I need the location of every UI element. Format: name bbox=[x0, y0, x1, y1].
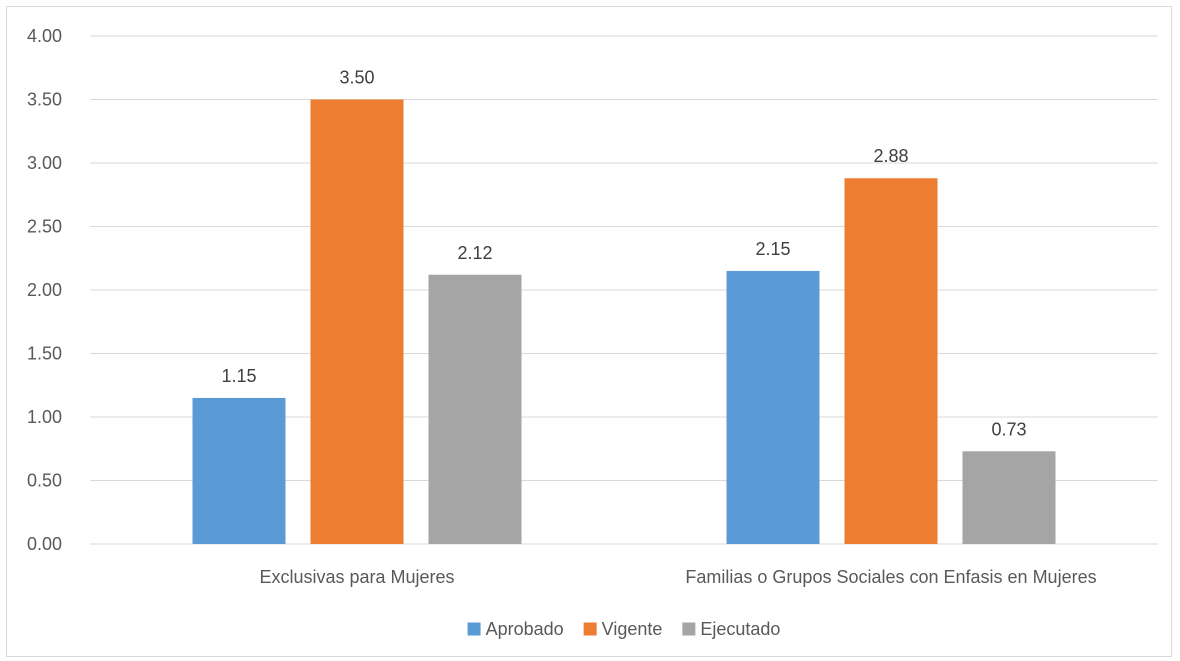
y-axis-ticks: 0.00 0.50 1.00 1.50 2.00 2.50 3.00 3.50 4.00 bbox=[27, 26, 62, 554]
y-tick-label-3: 1.50 bbox=[27, 344, 62, 364]
y-tick-label-7: 3.50 bbox=[27, 90, 62, 110]
bar-vigente-0 bbox=[310, 99, 404, 544]
data-label-aprobado-0: 1.15 bbox=[221, 366, 256, 386]
y-tick-label-8: 4.00 bbox=[27, 26, 62, 46]
category-label-1: Familias o Grupos Sociales con Enfasis e… bbox=[685, 567, 1096, 587]
y-tick-label-1: 0.50 bbox=[27, 471, 62, 491]
data-label-aprobado-1: 2.15 bbox=[755, 239, 790, 259]
y-tick-label-6: 3.00 bbox=[27, 153, 62, 173]
legend-label-ejecutado: Ejecutado bbox=[700, 619, 780, 639]
bar-vigente-1 bbox=[844, 178, 938, 545]
data-labels: 1.15 3.50 2.12 2.15 2.88 0.73 bbox=[221, 68, 1026, 440]
chart-frame bbox=[6, 6, 1172, 657]
y-tick-label-2: 1.00 bbox=[27, 407, 62, 427]
category-label-0: Exclusivas para Mujeres bbox=[259, 567, 454, 587]
y-tick-label-4: 2.00 bbox=[27, 280, 62, 300]
bar-aprobado-1 bbox=[726, 270, 820, 544]
legend-swatch-aprobado bbox=[467, 622, 481, 636]
data-label-vigente-1: 2.88 bbox=[873, 146, 908, 166]
x-axis-categories: Exclusivas para Mujeres Familias o Grupos… bbox=[259, 567, 1096, 587]
data-label-ejecutado-1: 0.73 bbox=[991, 419, 1026, 439]
y-tick-label-5: 2.50 bbox=[27, 217, 62, 237]
data-label-ejecutado-0: 2.12 bbox=[457, 243, 492, 263]
legend-label-aprobado: Aprobado bbox=[486, 619, 564, 639]
legend-label-vigente: Vigente bbox=[602, 619, 663, 639]
data-label-vigente-0: 3.50 bbox=[339, 68, 374, 88]
legend-swatch-vigente bbox=[583, 622, 597, 636]
legend-swatch-ejecutado bbox=[682, 622, 696, 636]
y-tick-label-0: 0.00 bbox=[27, 534, 62, 554]
bars bbox=[192, 99, 1056, 545]
legend: Aprobado Vigente Ejecutado bbox=[467, 619, 780, 639]
bar-aprobado-0 bbox=[192, 397, 286, 544]
bar-ejecutado-1 bbox=[962, 451, 1056, 544]
bar-ejecutado-0 bbox=[428, 274, 522, 544]
